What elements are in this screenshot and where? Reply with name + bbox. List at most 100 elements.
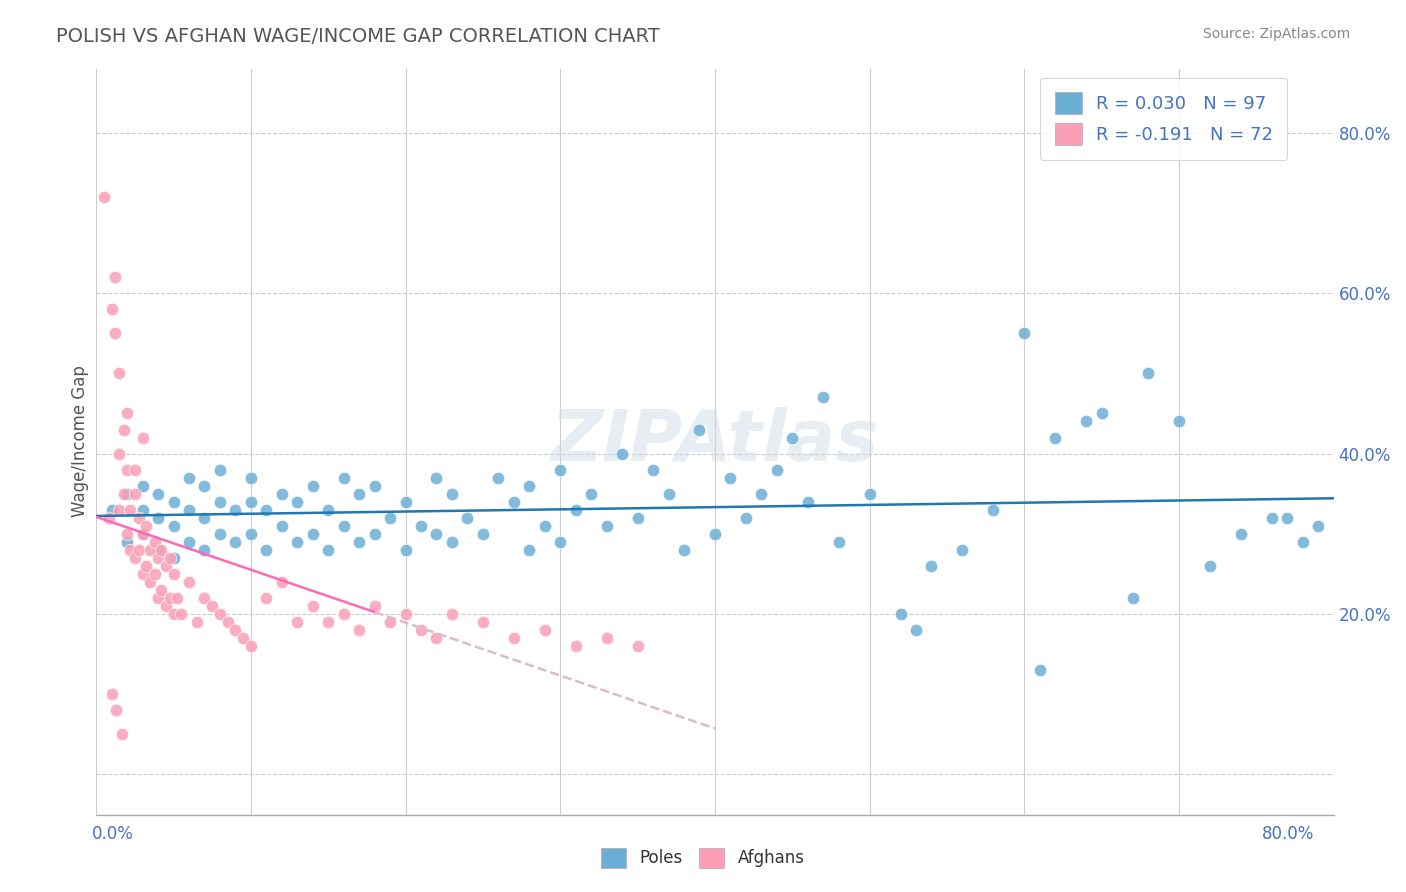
- Point: [254, 591, 277, 605]
- Point: [131, 526, 153, 541]
- Point: [108, 502, 131, 516]
- Point: [120, 542, 142, 557]
- Point: [115, 526, 138, 541]
- Point: [316, 502, 339, 516]
- Point: [193, 542, 215, 557]
- Point: [285, 615, 308, 629]
- Point: [347, 486, 370, 500]
- Point: [378, 510, 401, 524]
- Point: [177, 534, 200, 549]
- Point: [517, 542, 540, 557]
- Point: [208, 526, 231, 541]
- Point: [124, 550, 146, 565]
- Point: [548, 534, 571, 549]
- Point: [124, 486, 146, 500]
- Point: [239, 470, 262, 484]
- Point: [1199, 558, 1222, 573]
- Point: [239, 639, 262, 653]
- Point: [765, 462, 787, 476]
- Point: [579, 486, 602, 500]
- Legend: Poles, Afghans: Poles, Afghans: [595, 841, 811, 875]
- Point: [115, 486, 138, 500]
- Point: [193, 510, 215, 524]
- Point: [146, 591, 169, 605]
- Point: [378, 615, 401, 629]
- Point: [595, 631, 617, 645]
- Point: [456, 510, 478, 524]
- Point: [486, 470, 509, 484]
- Point: [657, 486, 679, 500]
- Point: [162, 566, 184, 581]
- Point: [610, 446, 633, 460]
- Point: [394, 542, 416, 557]
- Text: ZIPAtlas: ZIPAtlas: [551, 407, 879, 476]
- Point: [208, 494, 231, 508]
- Point: [1045, 431, 1067, 445]
- Point: [150, 582, 173, 597]
- Point: [440, 486, 463, 500]
- Point: [170, 607, 193, 621]
- Point: [224, 502, 246, 516]
- Legend: R = 0.030   N = 97, R = -0.191   N = 72: R = 0.030 N = 97, R = -0.191 N = 72: [1040, 78, 1288, 160]
- Point: [533, 518, 555, 533]
- Point: [301, 526, 323, 541]
- Point: [626, 510, 648, 524]
- Point: [270, 574, 292, 589]
- Point: [162, 607, 184, 621]
- Point: [120, 502, 142, 516]
- Point: [135, 558, 157, 573]
- Point: [285, 494, 308, 508]
- Point: [239, 526, 262, 541]
- Point: [100, 687, 122, 701]
- Point: [131, 478, 153, 492]
- Text: Source: ZipAtlas.com: Source: ZipAtlas.com: [1202, 27, 1350, 41]
- Point: [139, 542, 162, 557]
- Point: [162, 518, 184, 533]
- Point: [97, 510, 120, 524]
- Point: [1292, 534, 1315, 549]
- Point: [796, 494, 818, 508]
- Point: [1230, 526, 1253, 541]
- Point: [347, 623, 370, 637]
- Point: [232, 631, 254, 645]
- Point: [111, 727, 134, 741]
- Point: [981, 502, 1004, 516]
- Point: [201, 599, 224, 613]
- Point: [131, 566, 153, 581]
- Point: [100, 302, 122, 317]
- Point: [595, 518, 617, 533]
- Point: [112, 423, 135, 437]
- Point: [533, 623, 555, 637]
- Point: [920, 558, 942, 573]
- Point: [177, 470, 200, 484]
- Point: [124, 462, 146, 476]
- Point: [409, 623, 432, 637]
- Point: [1014, 326, 1036, 341]
- Point: [827, 534, 849, 549]
- Point: [208, 462, 231, 476]
- Point: [564, 639, 586, 653]
- Point: [162, 550, 184, 565]
- Point: [131, 526, 153, 541]
- Y-axis label: Wage/Income Gap: Wage/Income Gap: [72, 366, 89, 517]
- Point: [1091, 407, 1114, 421]
- Point: [150, 542, 173, 557]
- Point: [889, 607, 911, 621]
- Point: [858, 486, 880, 500]
- Point: [394, 494, 416, 508]
- Point: [811, 391, 834, 405]
- Point: [332, 607, 354, 621]
- Point: [425, 631, 447, 645]
- Point: [316, 615, 339, 629]
- Point: [502, 631, 524, 645]
- Point: [159, 550, 181, 565]
- Point: [270, 518, 292, 533]
- Point: [270, 486, 292, 500]
- Point: [672, 542, 695, 557]
- Point: [177, 502, 200, 516]
- Point: [100, 502, 122, 516]
- Point: [1308, 518, 1330, 533]
- Point: [143, 566, 166, 581]
- Point: [502, 494, 524, 508]
- Point: [301, 478, 323, 492]
